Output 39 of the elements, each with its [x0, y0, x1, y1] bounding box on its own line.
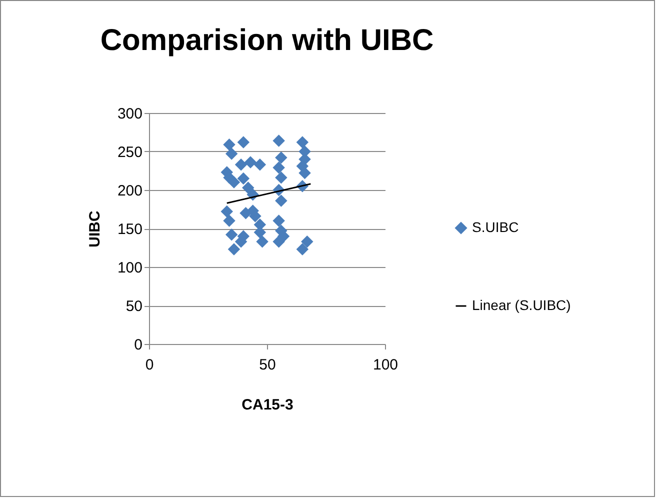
point [275, 152, 288, 164]
x-tick-label: 50 [259, 356, 276, 374]
point [272, 214, 285, 227]
point [237, 172, 250, 185]
point [256, 235, 268, 248]
x-tick-label: 0 [145, 356, 154, 374]
chart-title: Comparision with UIBC [100, 24, 434, 57]
point [296, 136, 309, 148]
point [254, 158, 266, 171]
point [225, 228, 238, 241]
y-tick-label: 100 [117, 260, 142, 276]
legend-label: Linear (S.UIBC) [472, 297, 571, 313]
y-tick-label: 200 [117, 182, 142, 200]
y-tick-label: 250 [117, 144, 142, 161]
point [242, 182, 254, 194]
y-tick-label: 50 [126, 298, 142, 315]
point [275, 194, 288, 207]
point [272, 134, 285, 147]
point [228, 243, 240, 256]
point [296, 243, 309, 256]
y-axis-title: UIBC [86, 210, 104, 248]
point [237, 136, 250, 148]
y-tick-label: 300 [117, 106, 142, 122]
point [244, 156, 257, 168]
point [272, 162, 285, 174]
point [228, 176, 240, 188]
point [234, 158, 248, 171]
point [223, 214, 236, 227]
legend-label: S.UIBC [472, 219, 519, 235]
point [225, 148, 238, 160]
point [298, 166, 311, 180]
y-tick-label: 0 [134, 336, 142, 354]
point [275, 172, 288, 184]
point [220, 205, 234, 218]
x-tick-label: 100 [372, 356, 398, 374]
x-axis-title: CA15-3 [242, 396, 294, 414]
point [223, 138, 236, 151]
y-tick-label: 150 [117, 221, 142, 238]
point [300, 235, 314, 248]
